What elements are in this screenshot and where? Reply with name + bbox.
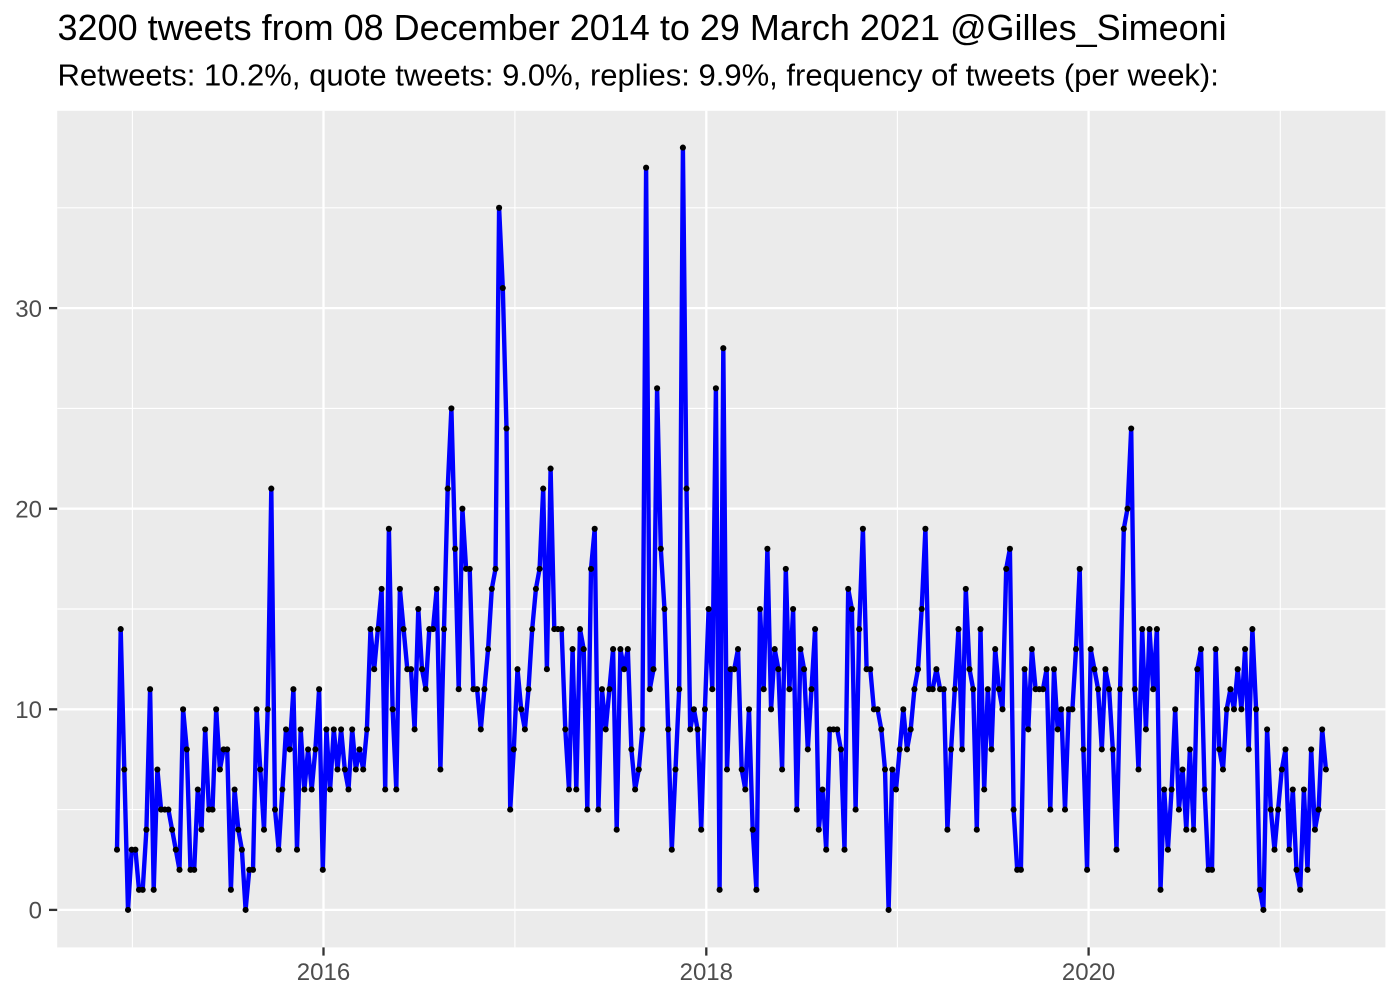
svg-text:20: 20 xyxy=(15,496,42,523)
svg-text:2018: 2018 xyxy=(680,959,733,986)
svg-text:10: 10 xyxy=(15,697,42,724)
svg-text:Retweets: 10.2%, quote tweets:: Retweets: 10.2%, quote tweets: 9.0%, rep… xyxy=(58,57,1219,92)
svg-text:0: 0 xyxy=(29,898,42,925)
svg-text:30: 30 xyxy=(15,296,42,323)
svg-text:2020: 2020 xyxy=(1062,959,1115,986)
svg-text:3200 tweets from 08 December 2: 3200 tweets from 08 December 2014 to 29 … xyxy=(58,7,1227,48)
svg-text:2016: 2016 xyxy=(297,959,350,986)
